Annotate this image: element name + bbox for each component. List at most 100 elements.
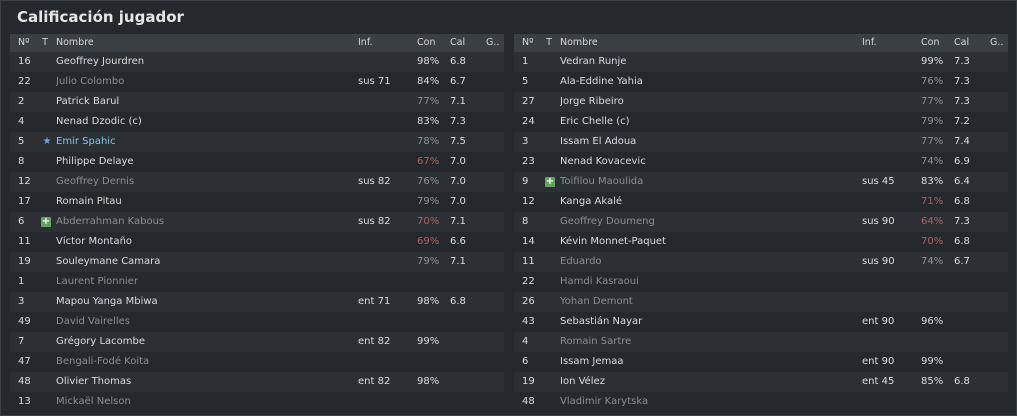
table-row[interactable]: 23 Nenad Kovacevic 74% 6.9 — [514, 152, 1008, 172]
player-rating: 7.0 — [450, 156, 466, 167]
header-t[interactable]: T — [42, 37, 48, 48]
table-row[interactable]: 14 Kévin Monnet-Paquet 70% 6.8 — [514, 232, 1008, 252]
table-row[interactable]: 9 Toifilou Maoulida sus 45 83% 6.4 + — [514, 172, 1008, 192]
player-name[interactable]: Julio Colombo — [56, 76, 125, 87]
player-name[interactable]: Vladimir Karytska — [560, 396, 649, 407]
header-inf[interactable]: Inf. — [358, 37, 373, 48]
player-name[interactable]: Sebastián Nayar — [560, 316, 643, 327]
header-cal[interactable]: Cal — [954, 37, 970, 48]
player-name[interactable]: Souleymane Camara — [56, 256, 161, 267]
table-row[interactable]: 1 Laurent Pionnier — [10, 272, 504, 292]
table-row[interactable]: 3 Issam El Adoua 77% 7.4 — [514, 132, 1008, 152]
table-row[interactable]: 24 Eric Chelle (c) 79% 7.2 — [514, 112, 1008, 132]
player-name[interactable]: Jorge Ribeiro — [560, 96, 624, 107]
header-name[interactable]: Nombre — [56, 37, 94, 48]
player-name[interactable]: Olivier Thomas — [56, 376, 132, 387]
player-name[interactable]: Yohan Demont — [560, 296, 633, 307]
player-name[interactable]: Nenad Kovacevic — [560, 156, 646, 167]
player-name[interactable]: Romain Sartre — [560, 336, 632, 347]
table-row[interactable]: 16 Geoffrey Jourdren 98% 6.8 — [10, 52, 504, 72]
player-name[interactable]: Romain Pitau — [56, 196, 122, 207]
player-condition: 85% — [921, 376, 944, 387]
player-name[interactable]: Kévin Monnet-Paquet — [560, 236, 666, 247]
star-icon: ★ — [42, 136, 52, 147]
player-name[interactable]: Emir Spahic — [56, 136, 116, 147]
header-inf[interactable]: Inf. — [862, 37, 877, 48]
player-name[interactable]: Issam El Adoua — [560, 136, 637, 147]
table-row[interactable]: 27 Jorge Ribeiro 77% 7.3 — [514, 92, 1008, 112]
player-name[interactable]: Toifilou Maoulida — [560, 176, 644, 187]
player-name[interactable]: Geoffrey Dernis — [56, 176, 135, 187]
header-con[interactable]: Con — [417, 37, 436, 48]
table-row[interactable]: 5 Ala-Eddine Yahia 76% 7.3 — [514, 72, 1008, 92]
table-row[interactable]: 5 Emir Spahic 78% 7.5 ★ — [10, 132, 504, 152]
table-row[interactable]: 7 Grégory Lacombe ent 82 99% — [10, 332, 504, 352]
player-name[interactable]: Ion Vélez — [560, 376, 605, 387]
player-incident: ent 82 — [358, 336, 391, 347]
player-name[interactable]: Issam Jemaa — [560, 356, 624, 367]
player-number: 14 — [522, 236, 535, 247]
player-incident: sus 45 — [862, 176, 895, 187]
player-condition: 98% — [417, 376, 440, 387]
table-row[interactable]: 22 Hamdi Kasraoui — [514, 272, 1008, 292]
player-name[interactable]: Geoffrey Doumeng — [560, 216, 655, 227]
player-name[interactable]: Víctor Montaño — [56, 236, 133, 247]
table-row[interactable]: 48 Vladimir Karytska — [514, 392, 1008, 412]
header-num[interactable]: Nº — [522, 37, 534, 48]
table-row[interactable]: 4 Romain Sartre — [514, 332, 1008, 352]
table-row[interactable]: 19 Souleymane Camara 79% 7.1 — [10, 252, 504, 272]
table-row[interactable]: 12 Geoffrey Dernis sus 82 76% 7.0 — [10, 172, 504, 192]
player-name[interactable]: Eduardo — [560, 256, 602, 267]
player-name[interactable]: Kanga Akalé — [560, 196, 623, 207]
table-row[interactable]: 13 Mickaël Nelson — [10, 392, 504, 412]
player-name[interactable]: Ala-Eddine Yahia — [560, 76, 643, 87]
player-name[interactable]: Geoffrey Jourdren — [56, 56, 145, 67]
table-row[interactable]: 6 Abderrahman Kabous sus 82 70% 7.1 + — [10, 212, 504, 232]
table-row[interactable]: 11 Víctor Montaño 69% 6.6 — [10, 232, 504, 252]
table-row[interactable]: 11 Eduardo sus 90 74% 6.7 — [514, 252, 1008, 272]
player-name[interactable]: Laurent Pionnier — [56, 276, 138, 287]
table-row[interactable]: 12 Kanga Akalé 71% 6.8 — [514, 192, 1008, 212]
player-rating: 6.7 — [954, 256, 970, 267]
player-name[interactable]: David Vairelles — [56, 316, 130, 327]
table-row[interactable]: 8 Philippe Delaye 67% 7.0 — [10, 152, 504, 172]
player-condition: 76% — [417, 176, 440, 187]
table-row[interactable]: 49 David Vairelles — [10, 312, 504, 332]
player-number: 9 — [522, 176, 529, 187]
player-name[interactable]: Philippe Delaye — [56, 156, 134, 167]
table-row[interactable]: 3 Mapou Yanga Mbiwa ent 71 98% 6.8 — [10, 292, 504, 312]
table-row[interactable]: 22 Julio Colombo sus 71 84% 6.7 — [10, 72, 504, 92]
player-number: 12 — [522, 196, 535, 207]
header-name[interactable]: Nombre — [560, 37, 598, 48]
player-incident: ent 82 — [358, 376, 391, 387]
player-rating: 7.3 — [954, 76, 970, 87]
table-row[interactable]: 17 Romain Pitau 79% 7.0 — [10, 192, 504, 212]
table-row[interactable]: 2 Patrick Barul 77% 7.1 — [10, 92, 504, 112]
player-name[interactable]: Grégory Lacombe — [56, 336, 146, 347]
header-t[interactable]: T — [546, 37, 552, 48]
player-name[interactable]: Mickaël Nelson — [56, 396, 131, 407]
table-row[interactable]: 43 Sebastián Nayar ent 90 96% — [514, 312, 1008, 332]
player-name[interactable]: Bengali-Fodé Koita — [56, 356, 150, 367]
player-name[interactable]: Vedran Runje — [560, 56, 627, 67]
header-con[interactable]: Con — [921, 37, 940, 48]
table-row[interactable]: 48 Olivier Thomas ent 82 98% — [10, 372, 504, 392]
player-name[interactable]: Nenad Dzodic (c) — [56, 116, 142, 127]
table-row[interactable]: 1 Vedran Runje 99% 7.3 — [514, 52, 1008, 72]
player-name[interactable]: Eric Chelle (c) — [560, 116, 630, 127]
player-rating: 6.8 — [954, 376, 970, 387]
table-row[interactable]: 8 Geoffrey Doumeng sus 90 64% 7.3 — [514, 212, 1008, 232]
header-cal[interactable]: Cal — [450, 37, 466, 48]
header-g[interactable]: G.. — [990, 37, 1004, 48]
player-name[interactable]: Hamdi Kasraoui — [560, 276, 639, 287]
header-num[interactable]: Nº — [18, 37, 30, 48]
player-name[interactable]: Abderrahman Kabous — [56, 216, 165, 227]
player-name[interactable]: Patrick Barul — [56, 96, 120, 107]
table-row[interactable]: 4 Nenad Dzodic (c) 83% 7.3 — [10, 112, 504, 132]
table-row[interactable]: 47 Bengali-Fodé Koita — [10, 352, 504, 372]
table-row[interactable]: 19 Ion Vélez ent 45 85% 6.8 — [514, 372, 1008, 392]
table-row[interactable]: 6 Issam Jemaa ent 90 99% — [514, 352, 1008, 372]
player-name[interactable]: Mapou Yanga Mbiwa — [56, 296, 158, 307]
table-row[interactable]: 26 Yohan Demont — [514, 292, 1008, 312]
header-g[interactable]: G.. — [486, 37, 500, 48]
